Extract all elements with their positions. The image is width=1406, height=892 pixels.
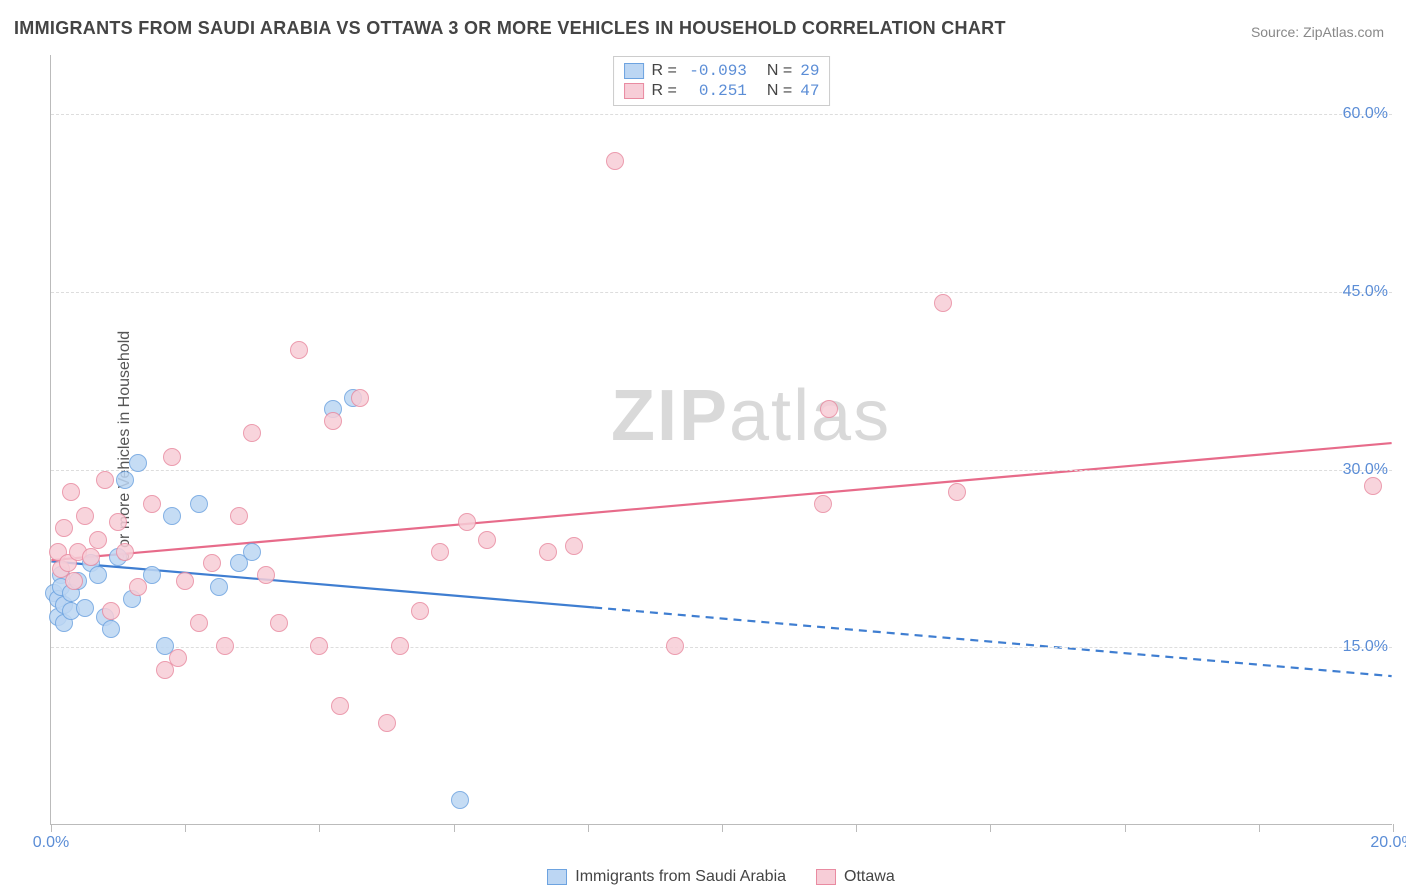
source-label: Source: ZipAtlas.com <box>1251 24 1384 40</box>
data-point-ottawa <box>948 483 966 501</box>
data-point-ottawa <box>478 531 496 549</box>
data-point-ottawa <box>169 649 187 667</box>
legend-swatch <box>624 63 644 79</box>
x-tick <box>1259 824 1260 832</box>
legend-r-label: R = <box>652 82 677 100</box>
legend-n-value: 47 <box>800 82 819 100</box>
data-point-ottawa <box>351 389 369 407</box>
data-point-saudi <box>190 495 208 513</box>
data-point-ottawa <box>109 513 127 531</box>
gridline-h <box>51 647 1392 648</box>
data-point-ottawa <box>565 537 583 555</box>
x-tick-label: 0.0% <box>33 834 69 852</box>
data-point-ottawa <box>55 519 73 537</box>
data-point-ottawa <box>116 543 134 561</box>
gridline-h <box>51 470 1392 471</box>
data-point-ottawa <box>378 714 396 732</box>
x-tick <box>588 824 589 832</box>
data-point-ottawa <box>89 531 107 549</box>
chart-title: IMMIGRANTS FROM SAUDI ARABIA VS OTTAWA 3… <box>14 18 1006 39</box>
data-point-ottawa <box>814 495 832 513</box>
data-point-ottawa <box>539 543 557 561</box>
legend-series-label: Ottawa <box>844 868 895 886</box>
legend-n-label: N = <box>767 82 792 100</box>
data-point-saudi <box>451 791 469 809</box>
legend-r-label: R = <box>652 62 677 80</box>
data-point-ottawa <box>431 543 449 561</box>
x-tick <box>454 824 455 832</box>
data-point-ottawa <box>62 483 80 501</box>
legend-series-label: Immigrants from Saudi Arabia <box>575 868 786 886</box>
data-point-saudi <box>129 454 147 472</box>
legend-row-ottawa: R = 0.251 N = 47 <box>624 81 820 101</box>
data-point-ottawa <box>190 614 208 632</box>
data-point-saudi <box>89 566 107 584</box>
data-point-saudi <box>76 599 94 617</box>
trendline-saudi-extrapolated <box>594 607 1391 676</box>
data-point-saudi <box>243 543 261 561</box>
data-point-ottawa <box>102 602 120 620</box>
data-point-saudi <box>102 620 120 638</box>
gridline-h <box>51 292 1392 293</box>
legend-swatch <box>547 869 567 885</box>
x-tick <box>722 824 723 832</box>
y-tick-label: 60.0% <box>1343 105 1388 123</box>
data-point-ottawa <box>176 572 194 590</box>
data-point-ottawa <box>129 578 147 596</box>
data-point-ottawa <box>203 554 221 572</box>
legend-r-value: 0.251 <box>685 82 747 100</box>
legend-n-value: 29 <box>800 62 819 80</box>
x-tick-label: 20.0% <box>1370 834 1406 852</box>
y-tick-label: 30.0% <box>1343 461 1388 479</box>
data-point-ottawa <box>666 637 684 655</box>
data-point-ottawa <box>76 507 94 525</box>
data-point-ottawa <box>65 572 83 590</box>
x-tick <box>1125 824 1126 832</box>
x-tick <box>51 824 52 832</box>
data-point-ottawa <box>934 294 952 312</box>
x-tick <box>319 824 320 832</box>
y-tick-label: 15.0% <box>1343 638 1388 656</box>
data-point-ottawa <box>82 548 100 566</box>
gridline-h <box>51 114 1392 115</box>
x-tick <box>1393 824 1394 832</box>
legend-row-saudi: R = -0.093 N = 29 <box>624 61 820 81</box>
data-point-ottawa <box>290 341 308 359</box>
data-point-ottawa <box>458 513 476 531</box>
data-point-ottawa <box>257 566 275 584</box>
data-point-ottawa <box>163 448 181 466</box>
data-point-ottawa <box>391 637 409 655</box>
legend-series-ottawa: Ottawa <box>816 868 895 886</box>
legend-series: Immigrants from Saudi Arabia Ottawa <box>50 868 1392 886</box>
legend-series-saudi: Immigrants from Saudi Arabia <box>547 868 786 886</box>
legend-r-value: -0.093 <box>685 62 747 80</box>
data-point-ottawa <box>270 614 288 632</box>
data-point-ottawa <box>243 424 261 442</box>
data-point-saudi <box>210 578 228 596</box>
x-tick <box>856 824 857 832</box>
data-point-saudi <box>163 507 181 525</box>
data-point-ottawa <box>411 602 429 620</box>
y-tick-label: 45.0% <box>1343 283 1388 301</box>
data-point-ottawa <box>216 637 234 655</box>
data-point-ottawa <box>820 400 838 418</box>
legend-swatch <box>816 869 836 885</box>
plot-area: ZIPatlas R =-0.093N =29R =0.251N =47 15.… <box>50 55 1392 825</box>
legend-swatch <box>624 83 644 99</box>
data-point-ottawa <box>96 471 114 489</box>
data-point-ottawa <box>1364 477 1382 495</box>
legend-correlation: R = -0.093 N = 29 R = 0.251 N = 47 <box>613 56 831 106</box>
data-point-ottawa <box>324 412 342 430</box>
data-point-ottawa <box>606 152 624 170</box>
data-point-saudi <box>116 471 134 489</box>
x-tick <box>185 824 186 832</box>
data-point-ottawa <box>143 495 161 513</box>
data-point-ottawa <box>310 637 328 655</box>
x-tick <box>990 824 991 832</box>
data-point-ottawa <box>331 697 349 715</box>
data-point-ottawa <box>230 507 248 525</box>
legend-n-label: N = <box>767 62 792 80</box>
